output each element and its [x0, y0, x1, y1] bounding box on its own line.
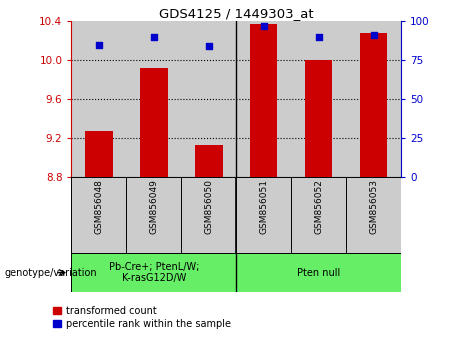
Text: GSM856050: GSM856050	[204, 179, 213, 234]
Bar	[181, 177, 236, 253]
Text: Pten null: Pten null	[297, 268, 340, 278]
Text: Pb-Cre+; PtenL/W;
K-rasG12D/W: Pb-Cre+; PtenL/W; K-rasG12D/W	[109, 262, 199, 284]
Title: GDS4125 / 1449303_at: GDS4125 / 1449303_at	[159, 7, 313, 20]
Bar	[236, 21, 291, 177]
Bar	[250, 24, 278, 177]
Point	[150, 34, 158, 40]
Bar	[71, 177, 126, 253]
Point	[370, 33, 377, 38]
Bar	[291, 177, 346, 253]
Bar	[85, 131, 112, 177]
Bar	[305, 60, 332, 177]
Text: genotype/variation: genotype/variation	[5, 268, 97, 278]
Point	[260, 23, 267, 29]
Bar	[291, 21, 346, 177]
Point	[95, 42, 103, 47]
Bar	[126, 177, 181, 253]
Text: GSM856048: GSM856048	[95, 179, 103, 234]
Bar	[236, 177, 291, 253]
Bar	[140, 68, 168, 177]
Bar	[126, 21, 181, 177]
Text: GSM856052: GSM856052	[314, 179, 323, 234]
Point	[205, 43, 213, 49]
Bar	[360, 33, 387, 177]
Bar	[181, 21, 236, 177]
Text: GSM856051: GSM856051	[259, 179, 268, 234]
Point	[315, 34, 322, 40]
Bar	[346, 21, 401, 177]
Legend: transformed count, percentile rank within the sample: transformed count, percentile rank withi…	[53, 306, 231, 329]
Bar	[71, 21, 126, 177]
Bar	[195, 145, 223, 177]
Text: GSM856049: GSM856049	[149, 179, 159, 234]
Text: GSM856053: GSM856053	[369, 179, 378, 234]
Bar	[346, 177, 401, 253]
